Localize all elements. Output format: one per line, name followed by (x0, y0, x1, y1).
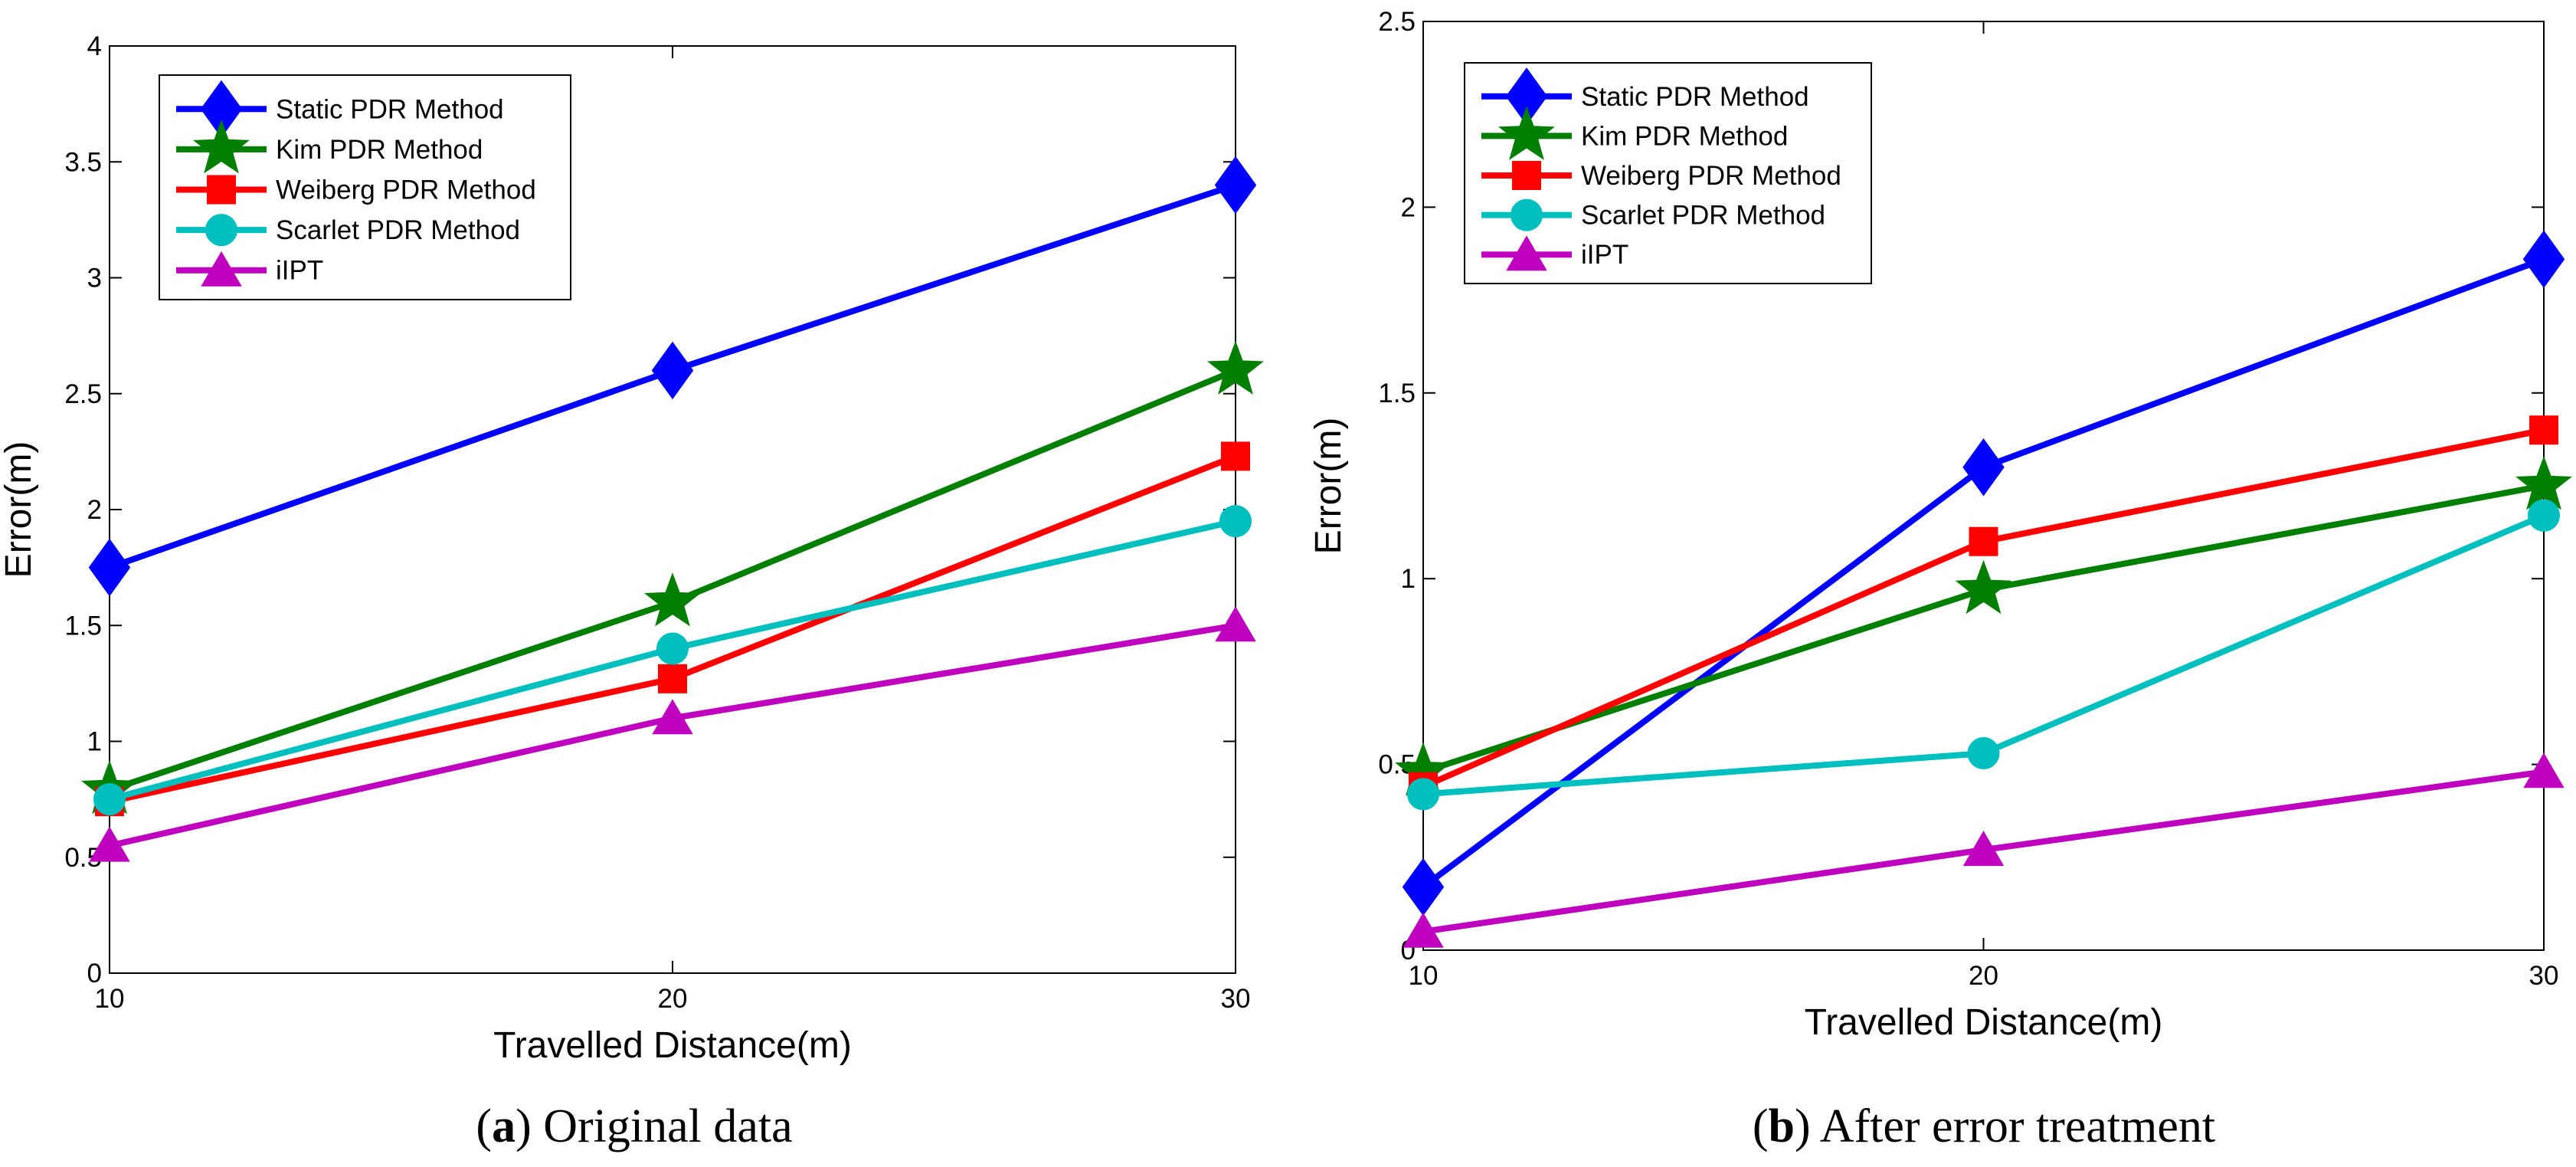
data-point (2528, 499, 2560, 532)
data-point (1403, 912, 1444, 948)
legend-item: Weiberg PDR Method (176, 175, 536, 205)
legend-marker (201, 251, 242, 287)
panel-caption: (a) Original data (476, 1100, 792, 1152)
legend-label: Weiberg PDR Method (276, 175, 536, 205)
legend-item: iIPT (176, 251, 323, 287)
series-circle (93, 505, 1252, 816)
x-axis-label: Travelled Distance(m) (1805, 1002, 2163, 1043)
y-tick-label: 2.5 (64, 379, 102, 409)
y-tick-label: 3.5 (64, 147, 102, 177)
legend-marker (207, 175, 236, 205)
legend-label: Static PDR Method (1581, 82, 1809, 112)
legend-item: Kim PDR Method (1481, 106, 1788, 160)
data-point (651, 341, 694, 400)
data-point (644, 572, 701, 627)
panel-caption: (b) After error treatment (1753, 1100, 2215, 1152)
data-point (1955, 559, 2012, 615)
y-tick-label: 2.5 (1378, 7, 1416, 37)
legend-item: Scarlet PDR Method (1481, 198, 1825, 231)
legend-label: Kim PDR Method (1581, 121, 1788, 151)
data-point (1207, 340, 1264, 395)
legend-item: Static PDR Method (1481, 67, 1809, 126)
legend: Static PDR Method Kim PDR Method Weiberg P… (159, 74, 571, 300)
x-tick-label: 10 (1409, 961, 1439, 991)
data-point (93, 783, 126, 816)
legend-label: Scarlet PDR Method (1581, 201, 1825, 231)
data-point (652, 699, 693, 735)
legend-marker (193, 120, 250, 174)
data-point (1962, 831, 2005, 867)
legend-marker (1506, 235, 1547, 271)
series-triangle (89, 606, 1256, 862)
y-axis-label: Error(m) (0, 441, 39, 579)
y-tick-label: 1 (1401, 564, 1416, 594)
legend-item: Kim PDR Method (176, 120, 483, 174)
data-point (1969, 526, 1998, 556)
y-tick-label: 4 (87, 31, 102, 61)
legend-marker (1498, 106, 1555, 160)
legend-label: Scarlet PDR Method (276, 215, 520, 245)
legend: Static PDR Method Kim PDR Method Weiberg P… (1464, 62, 1872, 284)
data-point (1215, 606, 1256, 642)
data-point (1967, 737, 2000, 770)
data-point (656, 632, 689, 665)
data-point (1407, 778, 1439, 811)
y-tick-label: 2 (87, 495, 102, 525)
data-point (658, 664, 687, 693)
legend-label: Kim PDR Method (276, 135, 483, 165)
x-tick-label: 30 (2529, 961, 2559, 991)
y-tick-label: 2 (1401, 192, 1416, 222)
data-point (1219, 505, 1252, 538)
data-point (2522, 230, 2565, 288)
legend-label: Static PDR Method (276, 94, 504, 124)
legend-label: Weiberg PDR Method (1581, 161, 1841, 191)
legend-marker (1512, 161, 1541, 190)
x-axis-label: Travelled Distance(m) (493, 1025, 852, 1066)
y-tick-label: 1.5 (64, 611, 102, 641)
y-tick-label: 1 (87, 727, 102, 757)
y-axis-label: Error(m) (1308, 418, 1349, 555)
data-point (2529, 415, 2558, 445)
data-point (1214, 156, 1257, 215)
data-point (1221, 441, 1250, 471)
y-tick-label: 0 (87, 959, 102, 988)
data-point (2523, 752, 2565, 788)
legend-item: Static PDR Method (176, 80, 504, 139)
x-tick-label: 20 (1969, 961, 1998, 991)
series-diamond (88, 156, 1257, 597)
y-tick-label: 1.5 (1378, 379, 1416, 408)
legend-marker (205, 214, 237, 247)
data-point (88, 538, 131, 597)
series-star (1395, 456, 2572, 796)
legend-item: Weiberg PDR Method (1481, 161, 1841, 191)
y-tick-label: 3 (87, 264, 102, 293)
legend-marker (1511, 198, 1543, 231)
series-triangle (1403, 752, 2565, 948)
legend-item: iIPT (1481, 235, 1628, 271)
x-tick-label: 10 (95, 984, 125, 1014)
data-point (1962, 438, 2005, 497)
series-circle (1407, 499, 2560, 811)
data-point (2515, 456, 2572, 510)
x-tick-label: 30 (1221, 984, 1251, 1014)
legend-label: iIPT (276, 256, 323, 286)
legend-item: Scarlet PDR Method (176, 214, 520, 247)
x-tick-label: 20 (658, 984, 688, 1014)
legend-label: iIPT (1581, 240, 1628, 270)
data-point (89, 826, 130, 862)
